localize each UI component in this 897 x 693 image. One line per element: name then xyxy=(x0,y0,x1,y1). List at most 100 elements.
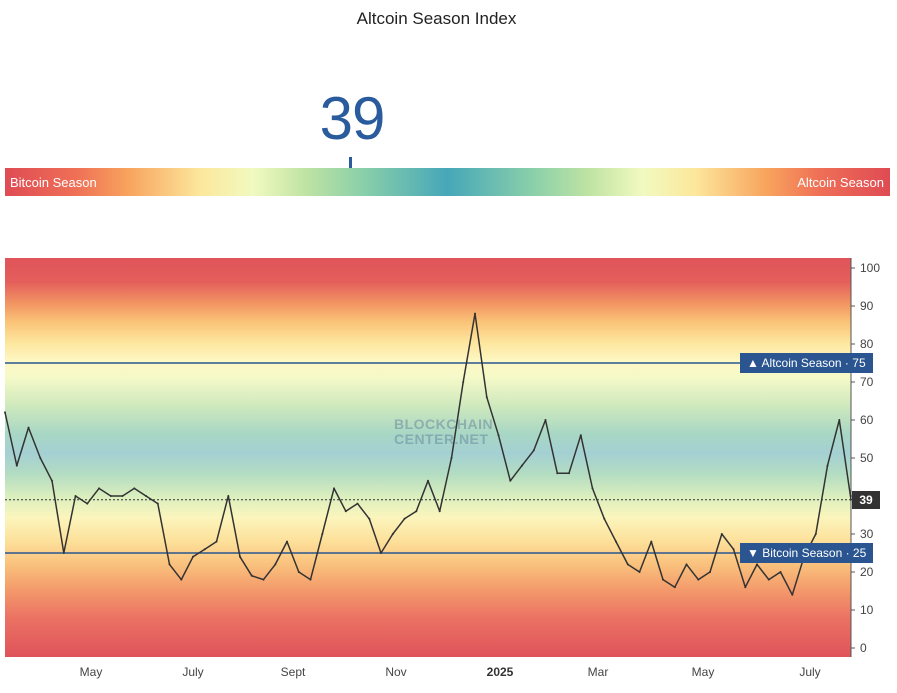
x-tick-label: Mar xyxy=(587,665,609,679)
x-tick-label: May xyxy=(691,665,715,679)
data-point xyxy=(685,563,688,566)
data-point xyxy=(497,434,500,437)
data-point xyxy=(309,578,312,581)
data-point xyxy=(838,419,841,421)
data-point xyxy=(697,578,700,581)
data-point xyxy=(39,457,42,459)
y-tick-label: 0 xyxy=(860,641,867,655)
data-point xyxy=(286,540,288,543)
data-point xyxy=(474,312,476,315)
data-point xyxy=(403,517,406,520)
x-tick-label: July xyxy=(182,665,204,679)
data-point xyxy=(51,479,53,482)
gauge-right-label: Altcoin Season xyxy=(797,175,884,190)
data-point xyxy=(450,457,453,459)
altcoin-season-threshold-tag: ▲ Altcoin Season · 75 xyxy=(740,353,873,373)
data-point xyxy=(532,449,535,452)
data-point xyxy=(709,571,711,573)
data-point xyxy=(638,571,641,573)
x-tick-label: Sept xyxy=(280,665,306,679)
data-point xyxy=(756,563,758,566)
data-point xyxy=(591,487,594,490)
y-tick-label: 70 xyxy=(860,375,874,389)
bitcoin-season-threshold-tag: ▼ Bitcoin Season · 25 xyxy=(740,543,874,563)
x-tick-label: Nov xyxy=(385,665,407,679)
data-point xyxy=(380,552,382,554)
data-point xyxy=(814,533,817,535)
data-point xyxy=(438,510,441,513)
y-tick-label: 30 xyxy=(860,527,874,541)
data-point xyxy=(720,533,723,535)
data-point xyxy=(156,502,159,505)
data-point xyxy=(145,495,147,497)
data-point xyxy=(791,593,794,596)
x-tick-label: 2025 xyxy=(486,665,514,679)
data-point xyxy=(767,578,770,581)
data-point xyxy=(133,487,136,490)
data-point xyxy=(779,571,782,573)
data-point xyxy=(650,540,653,543)
y-tick-label: 50 xyxy=(860,451,874,465)
current-value-tag: 39 xyxy=(852,490,880,509)
watermark: BLOCKCHAIN CENTER.NET xyxy=(394,417,493,447)
data-point xyxy=(262,578,265,581)
data-point xyxy=(427,479,429,482)
data-point xyxy=(556,472,559,475)
data-point xyxy=(215,540,218,543)
data-point xyxy=(321,533,324,535)
data-point xyxy=(109,495,112,497)
data-point xyxy=(297,571,300,573)
data-point xyxy=(509,479,512,482)
y-tick-label: 90 xyxy=(860,299,874,313)
data-point xyxy=(850,498,852,501)
gauge-left-label: Bitcoin Season xyxy=(10,175,97,190)
y-tick-label: 100 xyxy=(860,261,881,275)
data-point xyxy=(568,472,570,475)
chart-title: Altcoin Season Index xyxy=(356,9,517,28)
data-point xyxy=(356,502,359,505)
chart-plot-area xyxy=(5,258,851,657)
data-point xyxy=(180,578,183,581)
data-point xyxy=(86,502,89,505)
data-point xyxy=(239,555,241,558)
data-point xyxy=(521,464,523,467)
data-point xyxy=(544,419,547,421)
y-tick-label: 80 xyxy=(860,337,874,351)
data-point xyxy=(15,464,18,467)
current-index-value: 39 xyxy=(319,85,386,152)
data-point xyxy=(333,487,335,490)
data-point xyxy=(626,563,629,566)
y-tick-label: 20 xyxy=(860,565,874,579)
data-point xyxy=(579,434,582,437)
data-point xyxy=(168,563,171,566)
watermark-line2: CENTER.NET xyxy=(394,431,489,447)
data-point xyxy=(344,510,347,513)
data-point xyxy=(27,426,30,429)
data-point xyxy=(415,510,418,513)
data-point xyxy=(121,495,124,497)
data-point xyxy=(615,540,617,543)
x-tick-label: May xyxy=(79,665,103,679)
data-point xyxy=(227,495,230,497)
season-gauge-bar: Bitcoin Season Altcoin Season xyxy=(5,168,890,196)
data-point xyxy=(662,578,664,581)
data-point xyxy=(62,552,65,554)
data-point xyxy=(485,396,488,399)
data-point xyxy=(192,555,194,558)
data-point xyxy=(462,381,465,383)
data-point xyxy=(732,548,735,551)
data-point xyxy=(74,495,77,497)
y-tick-label: 10 xyxy=(860,603,874,617)
watermark-line1: BLOCKCHAIN xyxy=(394,416,494,432)
data-point xyxy=(250,574,253,577)
data-point xyxy=(274,563,277,566)
data-point xyxy=(368,517,371,520)
y-tick-label: 60 xyxy=(860,413,874,427)
data-point xyxy=(673,586,676,589)
data-point xyxy=(98,487,100,490)
data-point xyxy=(391,533,394,535)
data-point xyxy=(744,586,747,589)
data-point xyxy=(826,464,829,467)
data-point xyxy=(4,411,6,414)
